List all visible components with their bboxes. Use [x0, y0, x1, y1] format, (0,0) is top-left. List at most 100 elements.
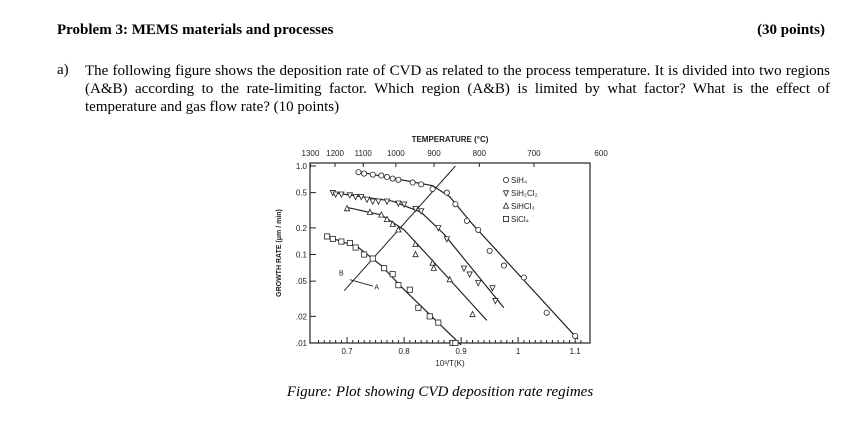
- y-tick-label: 0.1: [296, 251, 308, 260]
- question-text: The following figure shows the depositio…: [85, 63, 830, 115]
- problem-title: Problem 3: MEMS materials and processes: [57, 22, 334, 38]
- y-tick-label: .02: [296, 312, 308, 321]
- y-tick-label: .01: [296, 339, 308, 348]
- top-tick-label: 800: [473, 149, 487, 158]
- x-tick-label: 1: [516, 347, 521, 356]
- plot-frame: [309, 162, 591, 344]
- x-tick-label: 0.7: [342, 347, 354, 356]
- top-tick-label: 1300: [302, 149, 320, 158]
- top-tick-label: 1100: [355, 149, 373, 158]
- region-label-b: B: [339, 270, 344, 277]
- data-point-series-0: [389, 175, 396, 182]
- data-point-series-1: [352, 194, 359, 201]
- data-point-series-2: [383, 215, 391, 222]
- data-point-series-0: [361, 170, 368, 177]
- data-point-series-0: [520, 274, 527, 281]
- problem-points: (30 points): [757, 22, 825, 38]
- data-point-series-3: [435, 319, 442, 326]
- data-point-series-1: [417, 208, 425, 215]
- data-point-series-2: [389, 220, 396, 227]
- data-point-series-0: [383, 174, 390, 181]
- fit-line-series-3: [326, 235, 462, 346]
- data-point-series-0: [378, 172, 385, 179]
- x-axis-label: 10³/T(K): [435, 359, 465, 368]
- legend-label-series-0: SiH₄: [511, 176, 527, 185]
- data-point-series-0: [500, 262, 507, 269]
- data-point-series-2: [366, 208, 374, 215]
- data-point-series-0: [486, 247, 493, 254]
- data-point-series-2: [395, 225, 402, 233]
- data-point-series-1: [346, 192, 354, 199]
- top-tick-label: 600: [594, 149, 608, 158]
- data-point-series-3: [346, 239, 353, 246]
- data-point-series-1: [369, 198, 376, 206]
- data-point-series-1: [400, 201, 408, 209]
- data-point-series-2: [446, 275, 453, 283]
- data-point-series-0: [418, 181, 425, 188]
- legend-marker-series-1: [502, 190, 510, 197]
- data-point-series-1: [492, 298, 499, 305]
- figure-caption: Figure: Plot showing CVD deposition rate…: [286, 384, 594, 400]
- region-label-a: A: [374, 285, 379, 292]
- top-tick-label: 1000: [387, 149, 405, 158]
- data-point-series-1: [358, 194, 365, 201]
- data-point-series-0: [452, 201, 459, 208]
- top-tick-label: 900: [427, 149, 441, 158]
- legend-marker-series-2: [502, 202, 510, 209]
- data-point-series-3: [361, 251, 368, 258]
- data-point-series-0: [429, 185, 436, 192]
- data-point-series-3: [381, 265, 388, 272]
- data-point-series-3: [329, 235, 336, 242]
- x-tick-label: 0.8: [399, 347, 411, 356]
- data-point-series-1: [395, 200, 402, 208]
- region-arrow: [349, 279, 373, 287]
- data-point-series-2: [378, 211, 385, 218]
- data-point-series-0: [369, 171, 376, 178]
- data-point-series-3: [426, 313, 433, 320]
- data-point-series-3: [369, 255, 376, 262]
- data-point-series-1: [363, 196, 371, 204]
- data-point-series-0: [395, 176, 402, 183]
- legend-label-series-2: SiHCl₃: [511, 202, 535, 211]
- legend-marker-series-0: [502, 177, 509, 184]
- data-point-series-2: [343, 204, 351, 212]
- top-tick-label: 1200: [326, 149, 344, 158]
- legend-marker-series-3: [502, 216, 509, 223]
- data-point-series-3: [389, 271, 396, 278]
- top-axis-label: TEMPERATURE (°C): [412, 135, 489, 144]
- data-point-series-3: [452, 339, 459, 346]
- data-point-series-3: [406, 286, 413, 293]
- x-tick-label: 0.9: [456, 347, 468, 356]
- legend-label-series-1: SiH₂Cl₂: [511, 189, 538, 198]
- y-axis-label: GROWTH RATE (μm / min): [276, 209, 283, 297]
- data-point-series-2: [469, 310, 476, 318]
- data-point-series-0: [463, 217, 470, 224]
- data-point-series-0: [475, 226, 482, 233]
- data-point-series-3: [324, 233, 331, 240]
- data-point-series-3: [352, 244, 359, 251]
- data-point-series-0: [543, 309, 550, 316]
- data-point-series-1: [460, 265, 468, 273]
- regime-boundary-line: [343, 165, 456, 292]
- cvd-growth-rate-chart: TEMPERATURE (°C) 1300 1200 1100 1000 900 800 70…: [276, 135, 608, 368]
- fit-line-series-0: [358, 171, 579, 340]
- data-point-series-3: [338, 238, 345, 245]
- y-tick-label: .05: [296, 277, 308, 286]
- x-tick-label: 1.1: [570, 347, 582, 356]
- data-point-series-3: [415, 304, 422, 311]
- top-tick-label: 700: [527, 149, 541, 158]
- data-point-series-0: [409, 179, 416, 186]
- data-point-series-1: [443, 236, 451, 243]
- data-point-series-1: [474, 280, 482, 287]
- data-point-series-0: [355, 169, 362, 176]
- data-point-series-2: [429, 259, 436, 266]
- data-point-series-2: [412, 250, 419, 258]
- data-point-series-1: [338, 191, 345, 199]
- data-point-series-1: [412, 206, 419, 213]
- data-point-series-1: [466, 271, 473, 279]
- data-point-series-2: [430, 264, 437, 271]
- data-point-series-1: [375, 198, 382, 206]
- data-point-series-0: [572, 332, 579, 339]
- data-point-series-1: [383, 198, 391, 206]
- data-point-series-2: [412, 240, 419, 248]
